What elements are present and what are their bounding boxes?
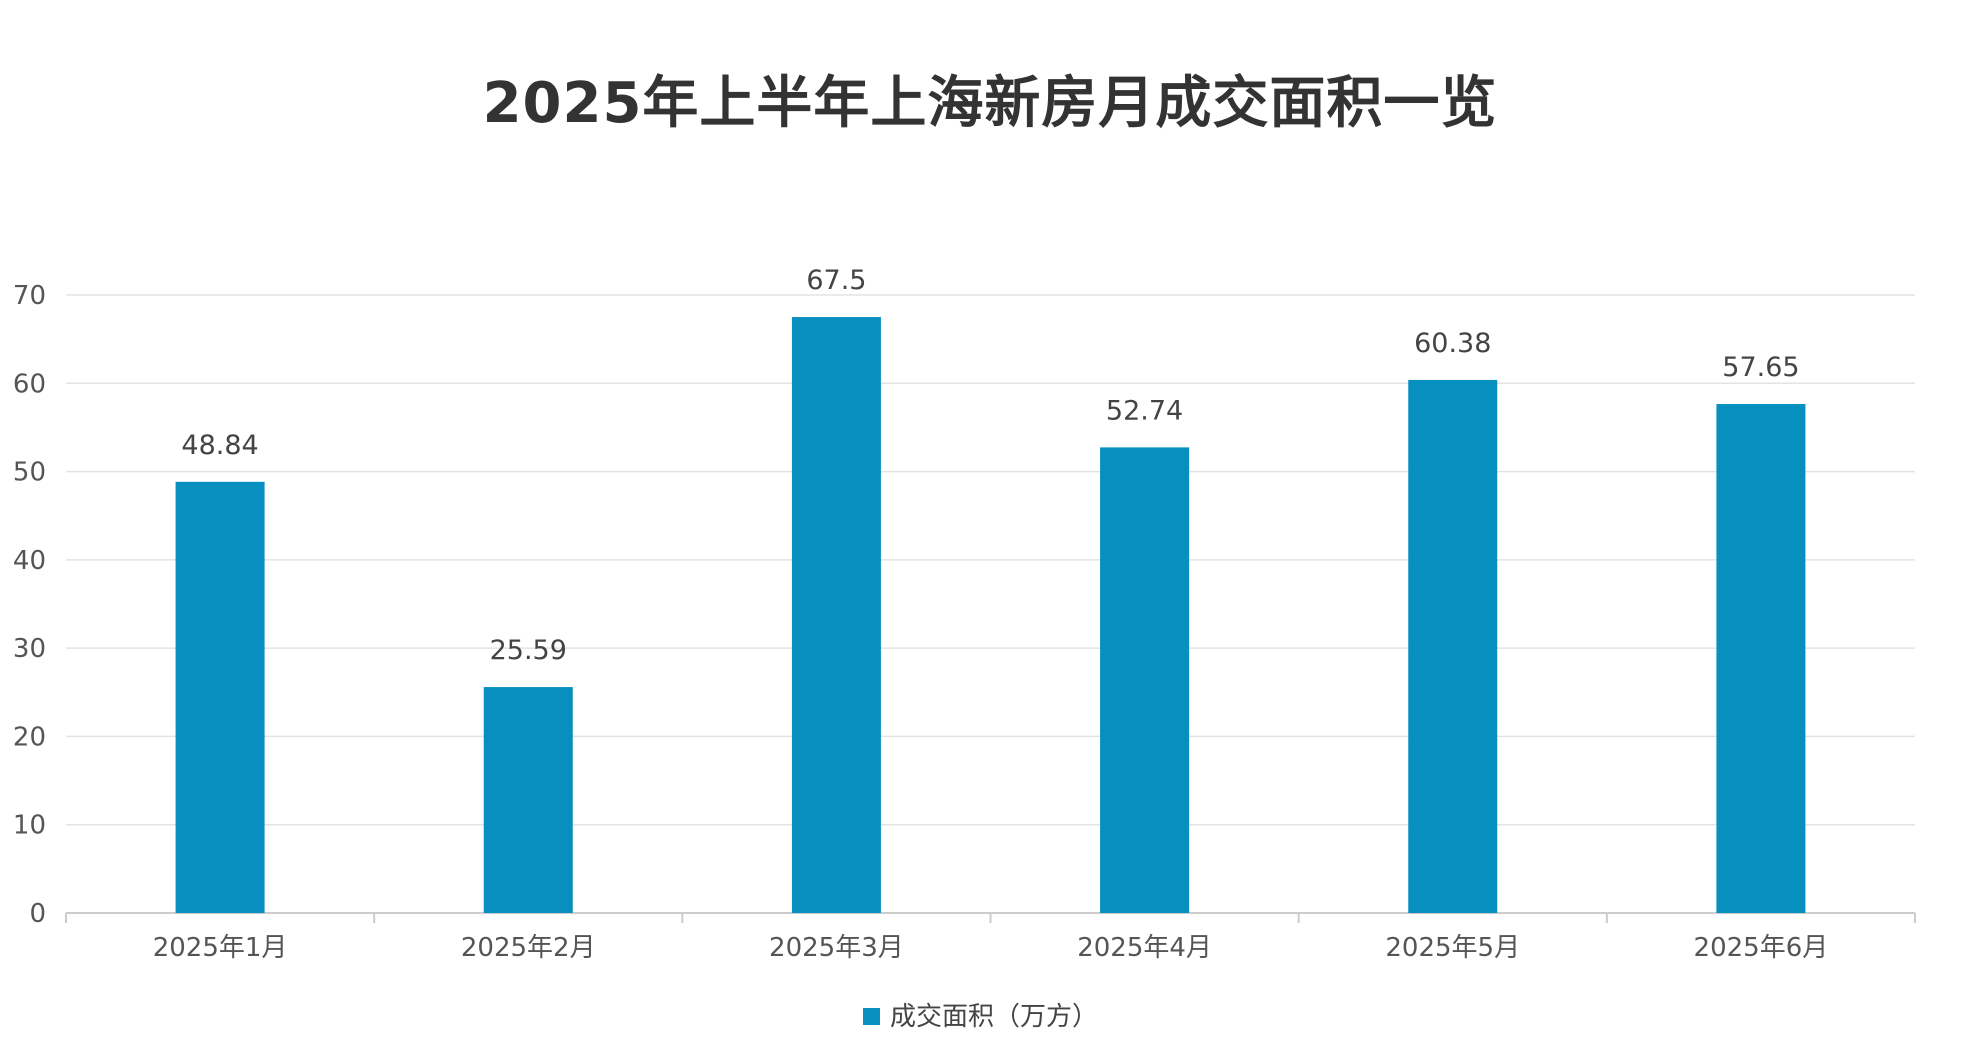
bar bbox=[483, 687, 573, 913]
data-label: 60.38 bbox=[1414, 328, 1491, 359]
chart-title: 2025年上半年上海新房月成交面积一览 bbox=[482, 71, 1498, 136]
y-tick-label: 20 bbox=[13, 722, 46, 752]
category-label: 2025年4月 bbox=[1077, 933, 1212, 963]
bar bbox=[1408, 379, 1498, 913]
bars bbox=[175, 317, 1806, 914]
y-tick-label: 70 bbox=[13, 281, 46, 311]
y-tick-label: 60 bbox=[13, 369, 46, 399]
category-label: 2025年2月 bbox=[461, 933, 596, 963]
category-label: 2025年5月 bbox=[1385, 933, 1520, 963]
bar bbox=[1100, 447, 1190, 913]
category-label: 2025年6月 bbox=[1694, 933, 1829, 963]
legend-swatch bbox=[863, 1008, 880, 1025]
data-label: 57.65 bbox=[1722, 352, 1799, 383]
gridlines bbox=[66, 294, 1915, 826]
y-tick-label: 10 bbox=[13, 811, 46, 841]
y-tick-label: 40 bbox=[13, 546, 46, 576]
legend-label: 成交面积（万方） bbox=[890, 1002, 1098, 1032]
data-label: 25.59 bbox=[490, 635, 567, 666]
data-label: 52.74 bbox=[1106, 395, 1183, 426]
category-label: 2025年1月 bbox=[153, 933, 288, 963]
y-tick-label: 30 bbox=[13, 634, 46, 664]
data-label: 48.84 bbox=[181, 430, 258, 461]
x-axis bbox=[65, 912, 1916, 923]
data-labels: 48.84 25.59 67.5 52.74 60.38 57.65 bbox=[181, 265, 1799, 666]
y-tick-label: 0 bbox=[29, 899, 46, 929]
bar bbox=[175, 481, 265, 913]
y-tick-label: 50 bbox=[13, 458, 46, 488]
category-label: 2025年3月 bbox=[769, 933, 904, 963]
data-label: 67.5 bbox=[806, 265, 866, 296]
bar bbox=[1716, 404, 1806, 913]
category-labels: 2025年1月 2025年2月 2025年3月 2025年4月 2025年5月 2025年… bbox=[153, 933, 1829, 963]
y-axis-ticks: 0 10 20 30 40 50 60 70 bbox=[13, 281, 46, 929]
legend: 成交面积（万方） bbox=[863, 1002, 1098, 1032]
bar bbox=[791, 317, 881, 914]
